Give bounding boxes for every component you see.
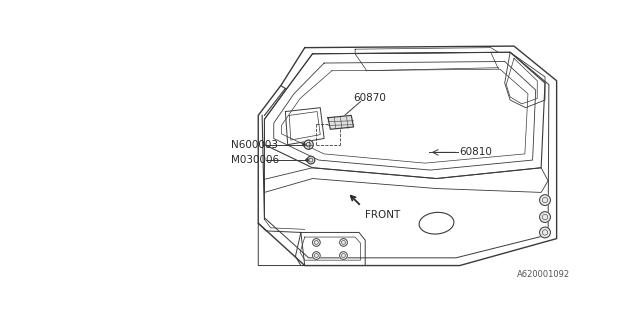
Text: 60810: 60810: [460, 147, 493, 157]
Text: 60870: 60870: [353, 93, 386, 103]
Text: N600003: N600003: [231, 140, 278, 150]
Circle shape: [306, 159, 308, 161]
Circle shape: [304, 140, 313, 149]
Circle shape: [307, 156, 315, 164]
Circle shape: [540, 212, 550, 222]
Circle shape: [540, 227, 550, 238]
Circle shape: [540, 195, 550, 205]
Polygon shape: [328, 116, 353, 129]
Circle shape: [340, 239, 348, 246]
Text: A620001092: A620001092: [516, 270, 570, 279]
Circle shape: [340, 252, 348, 260]
Circle shape: [303, 143, 305, 146]
Circle shape: [312, 239, 320, 246]
Text: FRONT: FRONT: [365, 210, 401, 220]
Text: M030006: M030006: [231, 155, 279, 165]
Circle shape: [312, 252, 320, 260]
